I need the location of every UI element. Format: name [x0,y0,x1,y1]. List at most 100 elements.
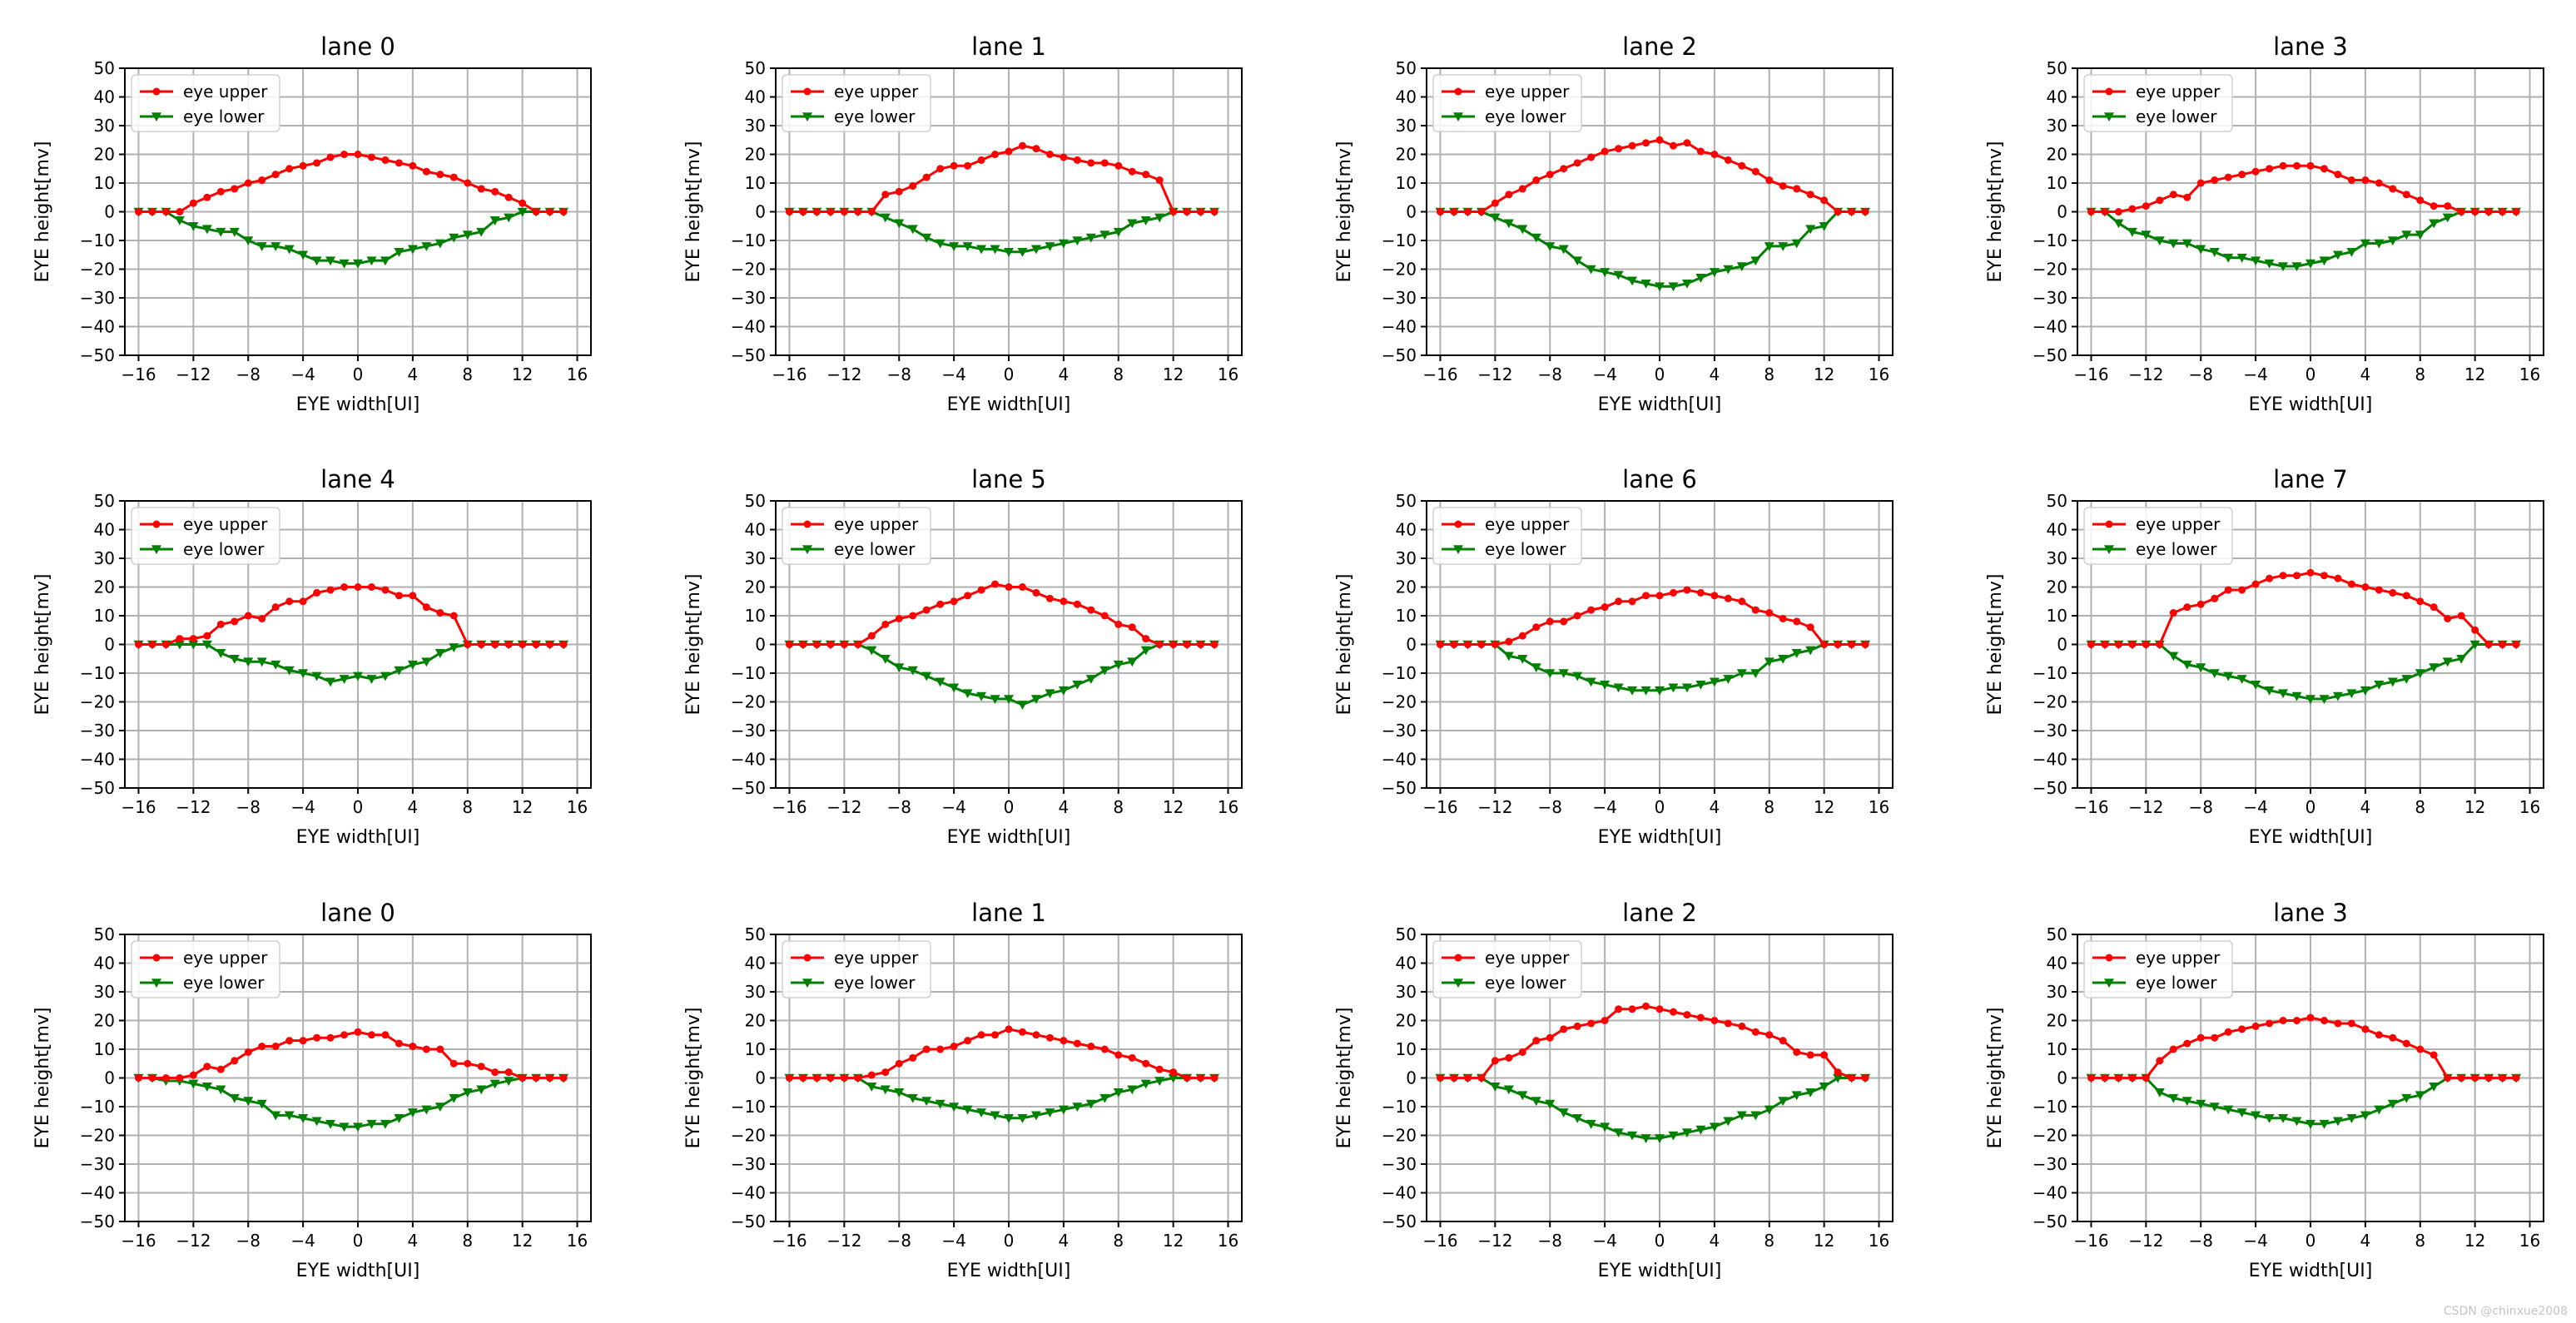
data-point-eye-lower [1627,1131,1638,1141]
data-point-eye-upper [1169,208,1178,216]
data-point-eye-upper [1128,1053,1136,1062]
legend-label-eye-upper: eye upper [1485,948,1570,968]
data-point-eye-upper [477,1063,485,1071]
x-tick-label: −16 [1422,364,1457,384]
data-point-eye-upper [449,612,458,620]
x-tick-label: −12 [1477,364,1512,384]
y-tick-label: −20 [731,692,766,712]
y-tick-label: −30 [2033,1154,2067,1174]
data-point-eye-upper [799,641,807,648]
data-point-eye-upper [2251,167,2260,176]
data-point-eye-lower [256,657,267,667]
x-tick-label: −12 [826,1231,861,1251]
data-point-eye-upper [1505,637,1513,646]
data-point-eye-lower [2374,1105,2385,1115]
y-tick-label: 30 [745,548,766,568]
data-point-eye-upper [1848,641,1856,648]
data-point-eye-lower [2223,253,2234,263]
data-point-eye-upper [1060,153,1068,161]
data-point-eye-upper [258,1043,266,1051]
data-point-eye-upper [1210,1074,1219,1082]
x-tick-label: 16 [1218,364,1238,384]
data-point-eye-lower [1017,248,1028,257]
data-point-eye-lower [2332,250,2343,260]
data-point-eye-lower [2251,681,2261,690]
data-point-eye-upper [1100,1045,1109,1053]
legend-marker-eye-upper [803,87,812,96]
data-point-eye-lower [2387,677,2398,687]
data-point-eye-lower [1572,1114,1583,1123]
data-point-eye-upper [2101,208,2109,216]
data-point-eye-upper [2279,161,2287,170]
y-tick-label: 40 [745,954,766,974]
data-point-eye-lower [2469,640,2480,650]
legend-marker-eye-lower [1453,112,1463,121]
data-point-eye-lower [2346,1114,2357,1123]
data-point-eye-upper [2402,592,2410,600]
data-point-eye-upper [1765,609,1774,617]
data-point-eye-upper [559,641,568,648]
data-point-eye-lower [2291,691,2302,701]
data-point-eye-upper [909,181,917,190]
data-point-eye-upper [2266,165,2274,173]
data-point-eye-upper [216,620,225,628]
x-tick-label: −12 [176,1231,211,1251]
data-point-eye-upper [519,641,527,648]
legend: eye upper eye lower [131,940,280,998]
data-point-eye-upper [231,617,239,626]
data-point-eye-lower [517,207,528,217]
data-point-eye-upper [977,156,985,164]
data-point-eye-upper [2416,597,2425,606]
y-tick-label: 50 [2047,924,2067,944]
data-point-eye-lower [2127,227,2137,237]
y-tick-label: 10 [1396,606,1417,626]
data-point-eye-upper [1100,159,1109,167]
subplot-title: lane 3 [2273,32,2348,61]
data-point-eye-lower [1531,663,1541,673]
data-point-eye-upper [2484,208,2493,216]
y-tick-label: 0 [104,1068,115,1088]
x-tick-label: 0 [353,364,364,384]
y-axis-label: EYE height[mv] [1985,141,2006,283]
y-tick-label: 0 [1406,1068,1417,1088]
data-point-eye-lower [1586,677,1596,687]
data-point-eye-upper [2416,1045,2425,1053]
x-tick-label: 0 [1004,797,1015,817]
data-point-eye-lower [1030,695,1041,705]
y-tick-label: −50 [2033,1212,2067,1231]
data-point-eye-lower [1805,646,1816,656]
data-point-eye-upper [449,1059,458,1068]
x-tick-label: −4 [2243,364,2267,384]
x-tick-label: 0 [2305,364,2316,384]
data-point-eye-upper [1793,185,1801,193]
data-point-eye-lower [935,1099,946,1109]
data-point-eye-lower [1695,681,1706,690]
legend-label-eye-upper: eye upper [183,948,268,968]
data-point-eye-upper [354,583,362,591]
data-point-eye-upper [422,603,430,612]
data-point-eye-upper [367,1031,375,1039]
data-point-eye-lower [1531,233,1541,243]
data-point-eye-upper [1848,208,1856,216]
data-point-eye-upper [2402,1039,2410,1048]
data-point-eye-lower [394,248,405,257]
data-point-eye-upper [2430,603,2438,612]
data-point-eye-upper [895,614,903,622]
data-point-eye-upper [1655,1005,1664,1013]
data-point-eye-upper [176,1074,184,1082]
data-point-eye-upper [2128,1074,2137,1082]
y-tick-label: 40 [745,87,766,107]
data-point-eye-upper [1738,597,1746,606]
data-point-eye-lower [1819,1083,1829,1092]
data-point-eye-lower [866,646,877,656]
data-point-eye-lower [907,225,918,235]
data-point-eye-upper [2114,641,2122,648]
data-point-eye-lower [990,245,1000,255]
data-point-eye-lower [366,675,377,684]
data-point-eye-lower [2264,259,2275,269]
x-tick-label: 16 [1218,797,1238,817]
y-tick-label: 30 [2047,982,2067,1002]
data-point-eye-lower [1791,1091,1802,1101]
x-tick-label: −16 [2073,797,2108,817]
x-tick-label: 8 [2415,364,2425,384]
